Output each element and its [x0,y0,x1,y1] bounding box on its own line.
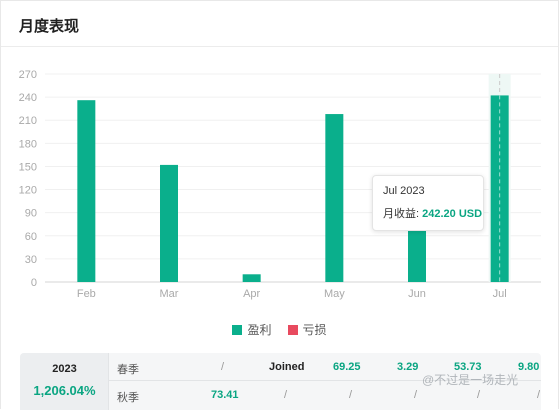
x-tick-label: Apr [243,288,260,300]
tooltip-title: Jul 2023 [383,185,425,197]
table-cell: 73.41 [211,389,239,401]
table-cell: / [477,389,481,401]
table-cell: / [414,389,418,401]
x-tick-label: Feb [77,288,96,300]
x-tick-label: May [324,288,345,300]
legend-label-profit: 盈利 [247,323,272,337]
table-cell: / [221,361,225,373]
season-label: 秋季 [117,392,139,404]
card-header: 月度表现 [1,1,558,47]
tooltip-label: 月收益: [383,208,423,220]
y-tick-label: 180 [19,138,37,150]
year-cell: 2023 1,206.04% [20,353,109,410]
year-label: 2023 [52,363,77,375]
season-label: 春季 [117,364,139,376]
legend-item-loss[interactable]: 亏损 [287,321,327,338]
legend-label-loss: 亏损 [302,323,327,337]
tooltip-row: 月收益: 242.20 USD [383,205,483,221]
yearly-summary-table: 2023 1,206.04% 春季 / Joined 69.25 3.29 53… [20,353,541,410]
table-cell: 53.73 [454,361,482,373]
y-tick-label: 150 [19,161,37,173]
table-row: 春季 / Joined 69.25 3.29 53.73 9.80 [109,354,541,381]
chart-legend: 盈利 亏损 [1,321,558,338]
bar-apr [242,274,261,282]
table-row: 秋季 73.41 / / / / / [109,382,541,408]
card-title: 月度表现 [19,18,80,35]
y-tick-label: 210 [19,115,37,127]
chart-tooltip: Jul 2023 月收益: 242.20 USD [372,175,484,231]
monthly-bar-chart: 0 30 60 90 120 150 180 210 240 270 Feb Mar Apr May Jun… [19,69,541,300]
year-total-return: 1,206.04% [33,383,96,398]
table-cell: / [537,389,541,401]
table-cell: / [284,389,288,401]
y-tick-label: 120 [19,185,37,197]
table-cell: / [349,389,353,401]
legend-swatch-profit [232,324,243,335]
table-cell: 9.80 [518,361,540,373]
y-tick-label: 240 [19,92,37,104]
x-tick-label: Mar [160,288,179,300]
watermark: @不过是一场走光 [422,373,519,387]
legend-swatch-loss [287,324,298,335]
tooltip-value: 242.20 USD [422,208,483,220]
table-cell: 3.29 [397,361,419,373]
bar-mar [160,164,178,282]
y-tick-label: 0 [31,277,37,289]
y-tick-label: 30 [25,254,37,266]
bar-jun [408,228,426,282]
bar-feb [77,100,96,282]
bar-may [325,114,344,282]
table-cell: 69.25 [333,361,361,373]
y-tick-label: 270 [19,69,37,81]
x-tick-label: Jun [408,288,426,300]
table-cell: Joined [269,361,305,373]
y-tick-label: 60 [25,231,37,243]
x-tick-label: Jul [493,288,507,300]
y-tick-label: 90 [25,208,37,220]
legend-item-profit[interactable]: 盈利 [232,321,272,338]
